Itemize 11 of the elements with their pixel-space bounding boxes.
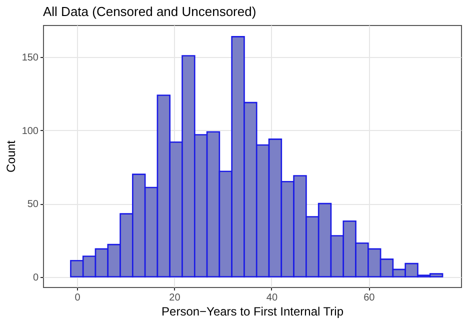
x-tick-label: 40 xyxy=(266,292,278,304)
x-tick-label: 20 xyxy=(169,292,181,304)
y-tick-label: 150 xyxy=(22,52,39,64)
chart-title: All Data (Censored and Uncensored) xyxy=(43,4,256,19)
y-axis-title: Count xyxy=(4,140,18,173)
y-tick-label: 50 xyxy=(27,199,39,210)
x-tick-label: 60 xyxy=(364,292,376,304)
y-tick-label: 0 xyxy=(32,272,39,284)
x-axis-title: Person−Years to First Internal Trip xyxy=(162,304,344,318)
x-tick-label: 0 xyxy=(74,292,81,304)
y-tick-label: 100 xyxy=(22,126,39,137)
